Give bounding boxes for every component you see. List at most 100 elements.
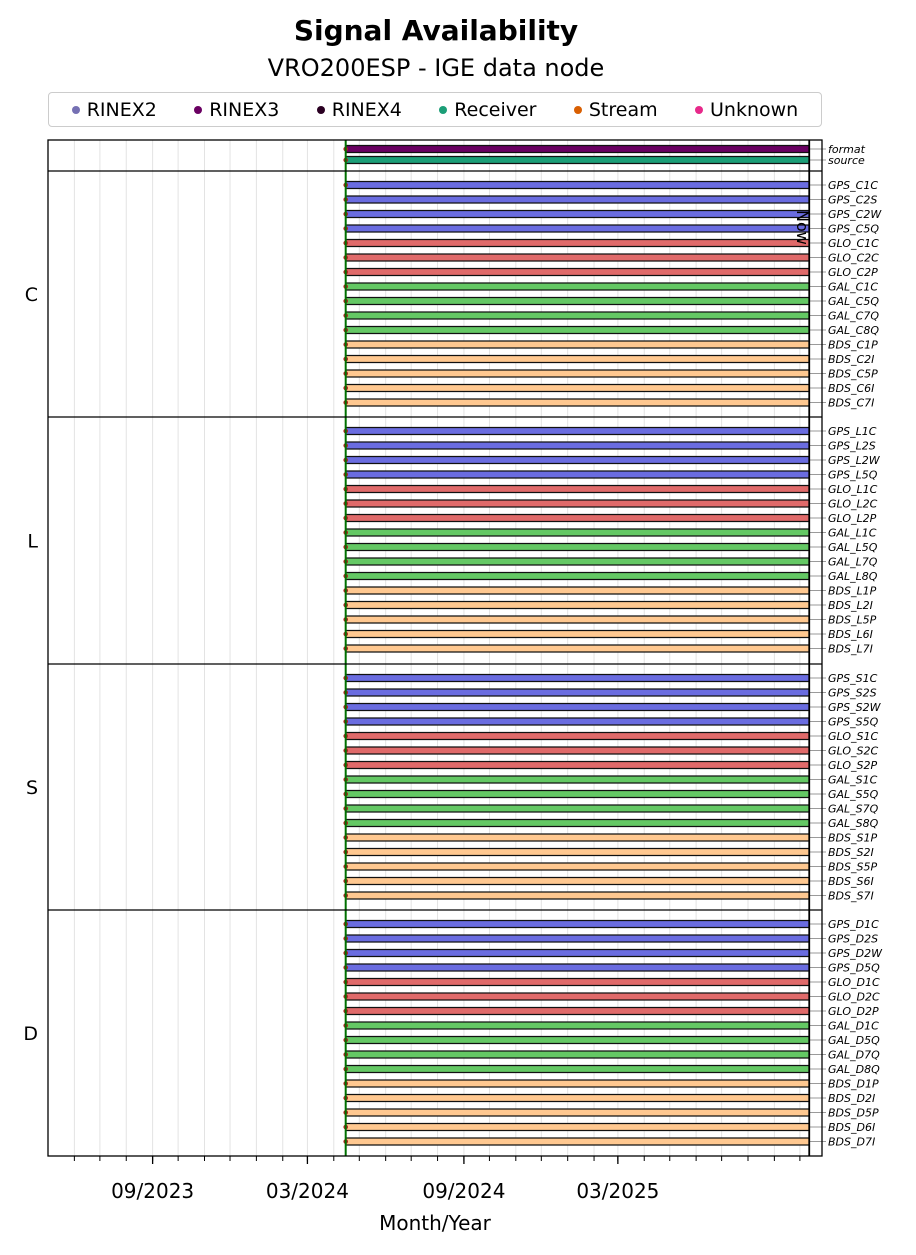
signal-label: BDS_D2I [828,1092,875,1105]
signal-bar [345,267,810,277]
signal-label: BDS_C1P [828,339,878,352]
signal-bar [345,1079,810,1088]
x-axis: 09/2023 03/2024 09/2024 03/2025 [73,1156,801,1203]
x-tick-label: 03/2024 [266,1179,349,1203]
signal-bar [345,383,810,393]
plot-frame [47,139,823,1157]
signal-label: GAL_D5Q [828,1034,880,1047]
signal-label: GAL_L7Q [828,556,878,569]
signal-label: BDS_C5P [828,368,878,381]
legend-label: Stream [588,98,658,121]
signal-label: GLO_S2C [828,745,878,758]
signal-bar [345,238,810,248]
signal-bar [345,195,810,204]
signal-label: GAL_C8Q [828,324,879,337]
signal-bar [345,891,810,900]
group-label: D [23,1023,38,1045]
signal-bar [345,1137,810,1146]
legend-marker [439,105,448,114]
signal-bar [345,586,810,595]
signal-label: BDS_C7I [828,397,874,410]
legend-marker [194,105,203,114]
legend-label: RINEX2 [86,98,157,121]
signal-bar [345,180,810,190]
signal-bar [345,426,810,436]
signal-bar [345,1006,810,1016]
signal-bar [345,629,810,639]
legend-entry: RINEX3 [194,99,279,121]
signal-label: GAL_C5Q [828,295,879,308]
signal-bar [345,673,810,683]
signal-bar [345,253,810,262]
signal-bar [345,528,810,537]
signal-bar [345,499,810,508]
signal-label: GPS_S5Q [828,716,879,729]
signal-bar [345,775,810,784]
signal-label: GAL_L1C [828,527,877,540]
signal-bar [345,1050,810,1059]
signal-bar [345,963,810,972]
signal-label: GLO_L2C [828,498,878,511]
legend-label: RINEX3 [209,98,280,121]
signal-label: GLO_C2C [828,252,879,265]
signal-bar [345,847,810,857]
legend-entry: RINEX2 [71,98,157,121]
signal-label: BDS_D1P [828,1078,879,1091]
x-tick-label: 09/2023 [111,1179,194,1203]
signal-label: BDS_D6I [828,1121,875,1134]
signal-label: BDS_S6I [828,875,874,888]
signal-bar [345,369,810,378]
signal-bar [345,1035,810,1045]
signal-label: GLO_S1C [828,730,878,743]
source-bar [345,155,810,165]
signal-bar [345,702,810,712]
group-label: S [26,777,38,799]
signal-bar [345,398,810,407]
signal-bar [345,615,810,624]
signal-label: BDS_L2I [828,599,873,612]
signal-bar [345,731,810,741]
signal-label: format [828,143,866,156]
signal-label: BDS_C2I [828,353,874,366]
legend: RINEX2 RINEX3 RINEX4 Receiver Stream Unknown [48,92,822,127]
signal-label: GPS_C5Q [828,223,879,236]
signal-bar [345,325,810,335]
signal-label: GAL_C7Q [828,310,879,323]
signal-label: GLO_C1C [828,237,879,250]
signal-label: GAL_L5Q [828,541,878,554]
legend-entry: Receiver [439,99,536,121]
signal-label: GLO_D2C [828,991,880,1004]
signal-bar [345,340,810,349]
signal-label: BDS_S1P [828,832,877,845]
signal-label: GLO_D2P [828,1005,879,1018]
chart-title: Signal Availability [293,14,579,47]
signal-bar [345,992,810,1001]
signal-label: GPS_D2S [828,933,878,946]
signal-bar [345,441,810,450]
x-tick-label: 03/2025 [576,1179,659,1203]
group-label: C [25,284,38,306]
signal-label: GPS_D2W [828,947,883,960]
legend-marker [573,105,582,114]
signal-label: GPS_L5Q [828,469,878,482]
legend-marker [316,105,325,114]
signal-bar [345,542,810,552]
x-axis-title: Month/Year [379,1211,492,1235]
signal-bar [345,209,810,219]
signal-bar [345,600,810,610]
signal-label: GAL_S1C [828,774,878,787]
signal-label: GLO_L2P [828,512,877,525]
signal-bar [345,1108,810,1117]
legend-entry: Stream [573,98,658,121]
signal-label: source [828,154,865,167]
signal-label: GPS_S2W [828,701,882,714]
signal-bar [345,876,810,886]
legend-label: Receiver [454,98,537,121]
signal-label: GAL_S8Q [828,817,879,830]
signal-label: GAL_C1C [828,281,878,294]
signal-bar [345,1122,810,1132]
signal-label: BDS_L1P [828,585,877,598]
signal-label: GAL_L8Q [828,570,878,583]
signal-label: BDS_C6I [828,382,874,395]
